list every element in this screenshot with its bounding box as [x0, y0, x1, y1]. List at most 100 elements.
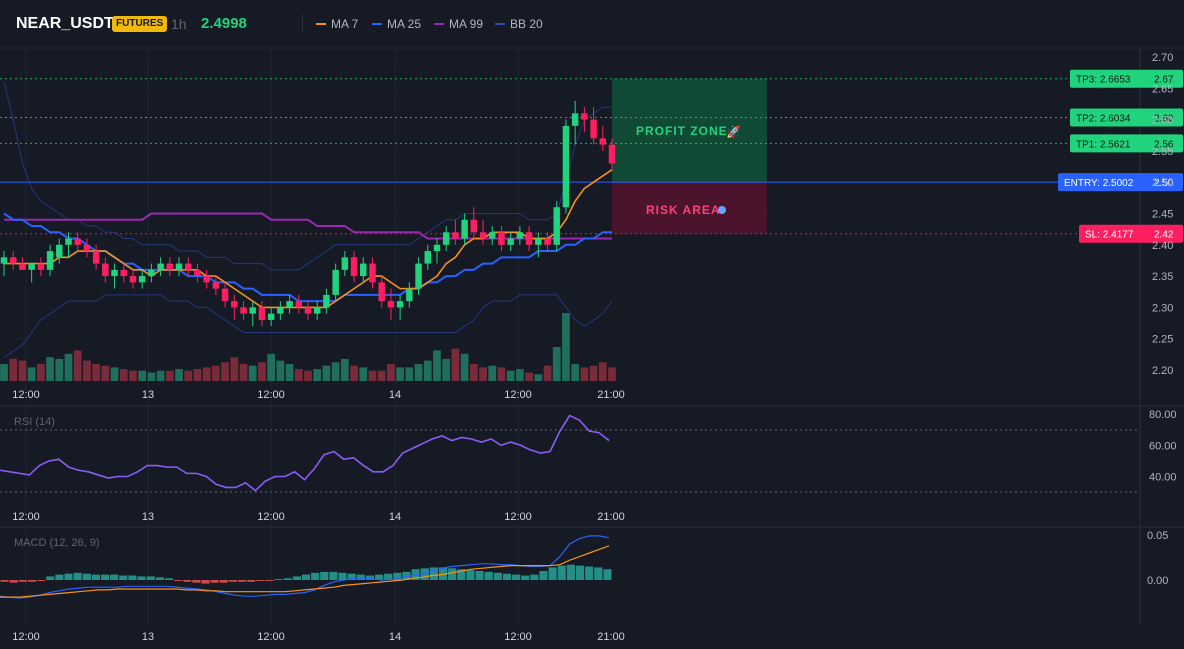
candle[interactable] — [452, 232, 459, 239]
volume-bar — [258, 362, 266, 381]
candle[interactable] — [507, 238, 514, 245]
candle[interactable] — [148, 269, 155, 277]
candle[interactable] — [0, 257, 8, 264]
candle[interactable] — [341, 257, 349, 270]
candle[interactable] — [535, 238, 542, 245]
candle[interactable] — [378, 282, 385, 302]
candle[interactable] — [175, 263, 183, 270]
candle[interactable] — [581, 113, 588, 120]
macd-hist-bar — [347, 573, 356, 580]
candle[interactable] — [157, 263, 164, 270]
candle[interactable] — [433, 244, 441, 252]
candle[interactable] — [221, 288, 229, 302]
candle[interactable] — [571, 113, 579, 126]
candle[interactable] — [470, 219, 478, 233]
entry-tag[interactable]: ENTRY: 2.5002 2.50 — [1058, 173, 1183, 192]
candle[interactable] — [369, 263, 376, 283]
tp3-tag[interactable]: TP3: 2.6653 2.67 — [1070, 69, 1183, 88]
candle[interactable] — [129, 276, 137, 283]
candle[interactable] — [212, 282, 220, 289]
candle[interactable] — [267, 313, 275, 320]
candle[interactable] — [102, 263, 109, 277]
candle[interactable] — [92, 251, 100, 264]
candle[interactable] — [277, 307, 284, 314]
macd-hist-bar — [329, 571, 338, 580]
symbol-title[interactable]: NEAR_USDT — [16, 15, 114, 32]
candle[interactable] — [332, 269, 339, 295]
legend-ma25[interactable]: MA 25 — [372, 17, 421, 31]
candle[interactable] — [396, 301, 404, 308]
legend-ma7[interactable]: MA 7 — [316, 17, 358, 31]
candle[interactable] — [304, 307, 312, 314]
legend-bb20[interactable]: BB 20 — [495, 17, 543, 31]
macd-axis: 0.05 0.00 — [1147, 530, 1168, 587]
candle[interactable] — [28, 263, 35, 270]
candle[interactable] — [489, 232, 496, 239]
volume-bar — [267, 353, 276, 381]
candle[interactable] — [166, 263, 174, 270]
macd-hist-bar — [603, 569, 612, 580]
candle[interactable] — [286, 301, 293, 308]
candle[interactable] — [138, 276, 146, 283]
candle[interactable] — [599, 138, 607, 145]
candle[interactable] — [498, 232, 505, 245]
candle[interactable] — [406, 288, 413, 302]
sl-tag[interactable]: SL: 2.4177 2.42 — [1079, 224, 1183, 243]
candle[interactable] — [590, 119, 597, 139]
candle[interactable] — [231, 301, 238, 308]
candle[interactable] — [120, 269, 127, 277]
candle[interactable] — [442, 232, 450, 245]
candle[interactable] — [56, 244, 63, 258]
candle[interactable] — [240, 307, 247, 314]
candle[interactable] — [323, 294, 330, 308]
candle[interactable] — [562, 125, 570, 208]
candle[interactable] — [83, 244, 91, 252]
volume-bar — [230, 357, 239, 381]
candle[interactable] — [203, 276, 210, 283]
candle[interactable] — [249, 307, 256, 314]
candle[interactable] — [185, 263, 192, 270]
candle[interactable] — [65, 238, 72, 245]
candle[interactable] — [295, 301, 303, 308]
macd-hist-bar — [164, 578, 174, 580]
volume-bar — [119, 369, 128, 381]
tp2-tag[interactable]: TP2: 2.6034 2.60 — [1070, 108, 1183, 127]
candle[interactable] — [258, 307, 266, 320]
macd-hist-bar — [475, 571, 484, 580]
price-axis[interactable]: 2.70 2.65 2.60 2.55 2.50 2.45 2.40 2.35 2.30 2.25… — [1152, 52, 1173, 377]
candle[interactable] — [74, 238, 81, 245]
candle[interactable] — [479, 232, 487, 239]
candle[interactable] — [424, 251, 431, 264]
candle[interactable] — [415, 263, 422, 289]
candle[interactable] — [525, 232, 533, 245]
legend-ma7-label: MA 7 — [331, 17, 359, 31]
candle[interactable] — [194, 269, 201, 277]
volume-bar — [18, 360, 27, 381]
candle[interactable] — [19, 263, 26, 270]
candle[interactable] — [37, 263, 45, 270]
timeframe-selector[interactable]: 1h — [171, 16, 187, 32]
candle[interactable] — [46, 251, 54, 270]
macd-pane[interactable]: MACD (12, 26, 9) 0.05 0.00 — [0, 530, 1168, 599]
tp1-tag[interactable]: TP1: 2.5621 2.56 — [1070, 134, 1183, 153]
candle[interactable] — [313, 307, 321, 314]
macd-hist-bar — [228, 580, 237, 582]
rsi-pane[interactable]: RSI (14) 80.00 60.00 40.00 — [0, 409, 1177, 493]
candle[interactable] — [553, 207, 560, 245]
candle[interactable] — [9, 257, 17, 264]
macd-hist-bar — [466, 570, 475, 580]
candle[interactable] — [461, 219, 468, 239]
time-axis-label: 12:00 — [504, 631, 532, 643]
candle[interactable] — [608, 144, 616, 164]
candles[interactable] — [0, 100, 616, 327]
candle[interactable] — [111, 269, 118, 277]
candle[interactable] — [544, 238, 551, 245]
legend-ma99[interactable]: MA 99 — [434, 17, 483, 31]
candle[interactable] — [360, 263, 367, 277]
candle[interactable] — [387, 301, 395, 308]
candle[interactable] — [516, 232, 524, 239]
macd-hist-bar — [265, 580, 274, 581]
price-axis-label: 2.30 — [1152, 302, 1173, 314]
candle[interactable] — [350, 257, 358, 277]
